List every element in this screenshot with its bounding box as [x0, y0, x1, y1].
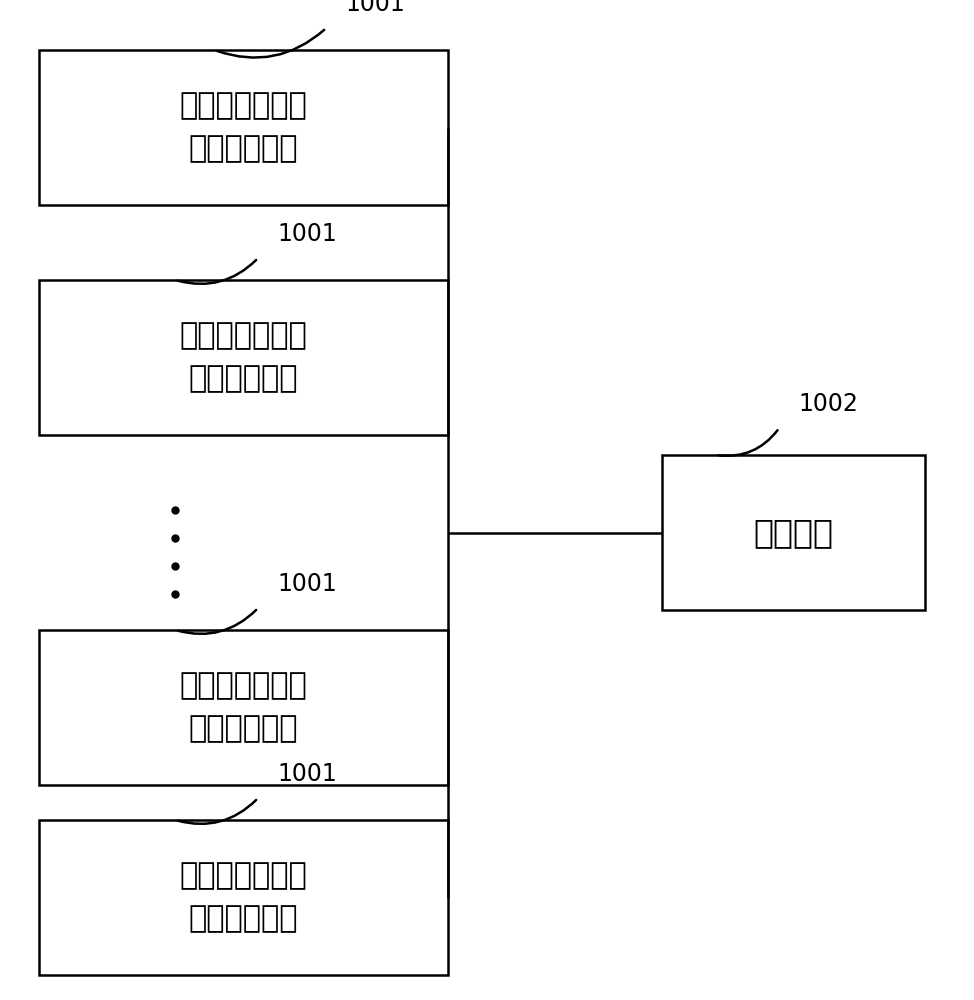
- Text: 1001: 1001: [278, 572, 337, 596]
- Text: 1001: 1001: [278, 762, 337, 786]
- Bar: [39, 280, 448, 435]
- Text: 1001: 1001: [346, 0, 405, 16]
- Text: 1001: 1001: [278, 222, 337, 246]
- Text: 无线通信系统的
信号屏蔽装置: 无线通信系统的 信号屏蔽装置: [179, 862, 308, 933]
- Bar: [39, 820, 448, 975]
- Text: 1002: 1002: [799, 392, 858, 416]
- Bar: [662, 455, 925, 610]
- Bar: [39, 630, 448, 785]
- Bar: [39, 50, 448, 205]
- Text: 无线通信系统的
信号屏蔽装置: 无线通信系统的 信号屏蔽装置: [179, 322, 308, 393]
- Text: 无线通信系统的
信号屏蔽装置: 无线通信系统的 信号屏蔽装置: [179, 672, 308, 743]
- Text: 无线通信系统的
信号屏蔽装置: 无线通信系统的 信号屏蔽装置: [179, 92, 308, 163]
- Text: 控制终端: 控制终端: [754, 516, 834, 549]
